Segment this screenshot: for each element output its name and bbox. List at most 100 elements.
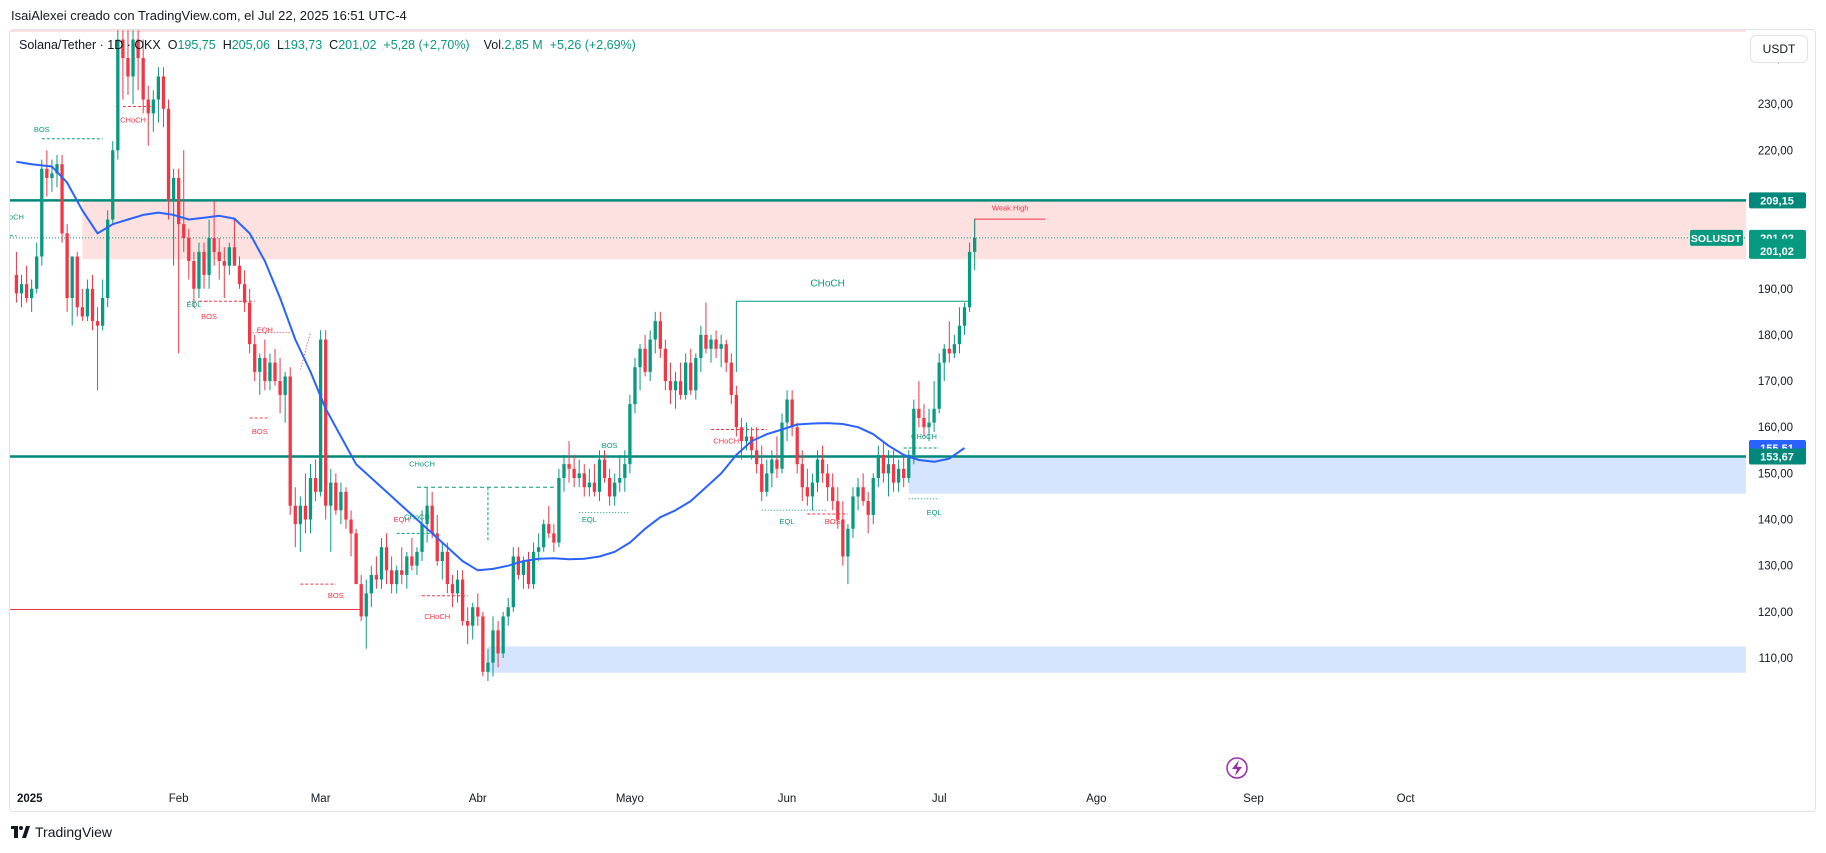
close-label: C (329, 38, 339, 52)
price-tick-label: 170,00 (1758, 376, 1793, 388)
structure-label: BOS (252, 427, 268, 436)
candle-body (734, 394, 739, 428)
candle (851, 487, 855, 538)
candle (476, 593, 480, 626)
time-tick-label: Abr (469, 793, 487, 805)
candle (871, 473, 875, 525)
candle-body (334, 482, 338, 511)
candle-body (491, 630, 495, 663)
candle-body (445, 551, 450, 585)
candle-body (303, 505, 308, 520)
candle-body (521, 561, 526, 575)
candle (232, 219, 237, 266)
price-tick-label: 140,00 (1758, 515, 1793, 527)
annotations-layer: BOSCHoCHoCHEQLBOSEQHBOSBOSCHoCHEQHCHoCHC… (10, 116, 1248, 779)
candle (760, 445, 764, 502)
candle-body (395, 570, 399, 585)
price-tick-label: 160,00 (1758, 422, 1793, 434)
open-label: O (167, 38, 178, 52)
candle (820, 445, 825, 483)
structure-label: CHoCH (424, 612, 450, 621)
candle (222, 247, 226, 298)
candle (384, 533, 389, 585)
tradingview-logo[interactable]: TradingView (11, 824, 112, 840)
candle-body (760, 464, 764, 492)
candle (171, 168, 176, 266)
candle-body (379, 547, 384, 580)
candle-body (694, 358, 698, 391)
candle-body (466, 621, 470, 626)
candle-body (177, 178, 181, 225)
candle (704, 302, 708, 354)
candle (952, 334, 957, 358)
candle-body (861, 487, 865, 502)
candle-body (156, 76, 161, 100)
structure-label: BOS (201, 312, 217, 321)
high-label: H (222, 38, 232, 52)
structure-label: BOS (34, 125, 50, 134)
candle (866, 491, 870, 534)
candle (592, 464, 597, 497)
candle-body (121, 39, 125, 58)
candle-body (248, 302, 252, 345)
candle-body (364, 593, 368, 617)
structure-label: EQL (780, 517, 795, 526)
alert-flash-icon (1226, 757, 1248, 779)
candle (957, 307, 962, 354)
candle (70, 256, 74, 326)
tradingview-logo-text: TradingView (35, 824, 113, 840)
candle (775, 436, 779, 478)
candle-body (689, 362, 693, 391)
candle-body (384, 547, 389, 571)
candle (846, 524, 850, 585)
candle-body (922, 418, 926, 428)
candle (643, 334, 647, 377)
candle-body (161, 76, 166, 109)
symbol-legend[interactable]: Solana/Tether · 1D · OKX O 195,75 H 205,06… (19, 38, 636, 52)
candle-body (785, 399, 789, 423)
candle-body (820, 459, 825, 474)
symbol-tag-box (1690, 229, 1743, 246)
candle-body (891, 464, 896, 483)
candle (268, 353, 272, 391)
candle (466, 607, 470, 645)
high-value: 205,06 (231, 38, 270, 52)
candle-body (389, 570, 394, 585)
candle-body (572, 468, 576, 478)
candle (663, 339, 668, 391)
candle (699, 325, 703, 372)
chart-frame[interactable] (9, 29, 1816, 812)
candle-body (597, 459, 602, 492)
candle-body (106, 219, 110, 298)
candle (182, 150, 186, 252)
symbol-name[interactable]: Solana/Tether · 1D · OKX (19, 38, 161, 52)
candle (217, 238, 221, 280)
candle-body (506, 607, 510, 617)
candle (141, 39, 145, 114)
candle (303, 473, 308, 534)
structure-line (299, 332, 311, 370)
price-tag-box (1749, 242, 1806, 259)
candle-body (719, 344, 723, 349)
structure-label: CHoCH (713, 436, 739, 445)
candle-body (587, 482, 591, 488)
candle-body (709, 339, 713, 349)
candle-body (263, 358, 267, 382)
candle (308, 464, 313, 534)
moving-average-layer (16, 160, 966, 572)
candle (562, 454, 566, 492)
candle (379, 538, 384, 589)
demand-zone (487, 646, 1746, 673)
currency-button[interactable]: USDT (1750, 35, 1808, 63)
candle-body (14, 274, 19, 294)
candle-body (643, 348, 647, 372)
candle (739, 418, 744, 460)
candle (100, 279, 105, 331)
candle-body (678, 381, 683, 395)
candle-body (141, 58, 145, 100)
candle-body (623, 464, 627, 478)
candle-body (85, 288, 90, 317)
candle (197, 242, 201, 298)
candle (369, 565, 373, 608)
